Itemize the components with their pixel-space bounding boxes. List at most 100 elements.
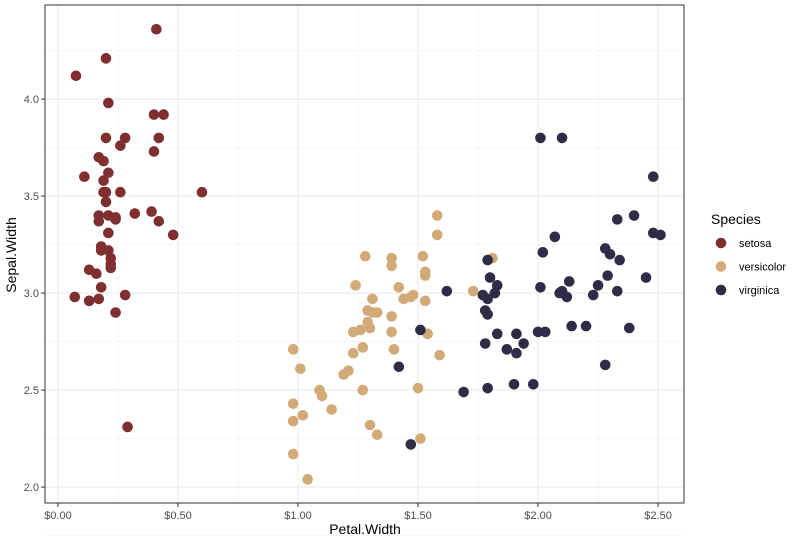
setosa-point	[115, 140, 126, 151]
setosa-point	[103, 227, 114, 239]
y-axis-label: Sepal.Width	[3, 217, 19, 292]
versicolor-point	[412, 382, 424, 394]
setosa-point	[100, 53, 112, 64]
points	[69, 23, 666, 485]
versicolor-point	[431, 210, 443, 221]
versicolor-point	[419, 270, 431, 281]
virginica-point	[511, 347, 522, 359]
setosa-point	[93, 293, 105, 305]
y-tick-label: 2.5	[24, 385, 39, 397]
virginica-point	[482, 382, 493, 394]
setosa-point	[95, 281, 107, 293]
setosa-point	[153, 132, 165, 144]
setosa-point	[158, 109, 169, 120]
x-tick-label: $2.00	[524, 510, 552, 522]
versicolor-point	[386, 252, 397, 264]
y-tick-label: 2.0	[24, 482, 39, 494]
versicolor-point	[415, 433, 426, 444]
virginica-point	[479, 338, 491, 349]
virginica-point	[484, 272, 496, 283]
setosa-point	[148, 109, 160, 120]
virginica-point	[580, 320, 592, 332]
x-tick-label: $2.50	[644, 510, 672, 522]
x-tick-label: $0.00	[44, 510, 72, 522]
virginica-point	[539, 326, 551, 338]
versicolor-point	[355, 324, 366, 336]
virginica-point	[482, 293, 493, 305]
setosa-point	[196, 186, 208, 198]
virginica-point	[592, 280, 604, 291]
versicolor-point	[287, 415, 299, 427]
setosa-point	[79, 171, 90, 182]
setosa-point	[153, 216, 165, 227]
virginica-point	[415, 324, 426, 336]
virginica-point	[535, 281, 546, 293]
virginica-point	[549, 231, 561, 243]
versicolor-point	[338, 369, 349, 380]
versicolor-point	[405, 291, 417, 303]
legend-label-setosa: setosa	[739, 238, 772, 250]
setosa-point	[115, 186, 126, 198]
y-tick-label: 3.0	[24, 288, 39, 300]
x-tick-label: $1.00	[284, 510, 312, 522]
versicolor-point	[364, 419, 376, 431]
setosa-point	[103, 167, 114, 179]
x-tick-label: $1.50	[404, 510, 432, 522]
virginica-point	[393, 361, 405, 373]
virginica-point	[640, 272, 652, 283]
setosa-point	[93, 216, 105, 227]
versicolor-point	[367, 293, 378, 305]
x-tick-label: $0.50	[164, 510, 192, 522]
setosa-point	[148, 146, 160, 157]
virginica-point	[561, 291, 573, 303]
legend-key-virginica	[715, 284, 727, 296]
virginica-point	[655, 229, 666, 241]
versicolor-point	[350, 280, 361, 291]
versicolor-point	[371, 307, 383, 318]
versicolor-point	[347, 347, 359, 359]
versicolor-point	[357, 384, 369, 396]
versicolor-point	[326, 404, 337, 415]
versicolor-point	[359, 250, 371, 262]
versicolor-point	[419, 295, 431, 307]
versicolor-point	[371, 429, 383, 441]
y-tick-label: 4.0	[24, 94, 39, 106]
versicolor-point	[393, 281, 405, 293]
virginica-point	[563, 276, 575, 287]
legend-label-versicolor: versicolor	[739, 262, 786, 274]
setosa-point	[103, 97, 114, 109]
setosa-point	[119, 289, 131, 301]
setosa-point	[69, 291, 81, 303]
setosa-point	[151, 23, 162, 35]
setosa-point	[98, 155, 109, 167]
setosa-point	[100, 186, 112, 198]
virginica-point	[628, 210, 640, 221]
virginica-point	[508, 378, 520, 390]
setosa-point	[91, 268, 102, 279]
versicolor-point	[357, 342, 369, 353]
axis-ticks: $0.00 $0.50 $1.00 $1.50 $2.00 $2.50 2.0 2.5 3.0 3…	[24, 94, 672, 522]
virginica-point	[441, 285, 453, 297]
virginica-point	[535, 132, 546, 144]
versicolor-point	[295, 363, 306, 375]
virginica-point	[623, 322, 635, 334]
virginica-point	[518, 338, 529, 349]
setosa-point	[83, 295, 95, 307]
legend-key-versicolor	[715, 261, 727, 272]
versicolor-point	[467, 285, 479, 297]
versicolor-point	[386, 326, 397, 338]
virginica-point	[611, 214, 623, 225]
legend: Species setosa versicolor virginica	[711, 211, 786, 297]
legend-label-virginica: virginica	[739, 285, 780, 297]
versicolor-point	[434, 349, 445, 361]
virginica-point	[614, 254, 625, 266]
setosa-point	[105, 262, 117, 274]
versicolor-point	[316, 390, 328, 402]
grid	[45, 5, 684, 536]
setosa-point	[70, 70, 82, 82]
virginica-point	[611, 285, 623, 297]
setosa-point	[146, 206, 157, 217]
versicolor-point	[297, 410, 309, 421]
virginica-point	[511, 328, 522, 340]
